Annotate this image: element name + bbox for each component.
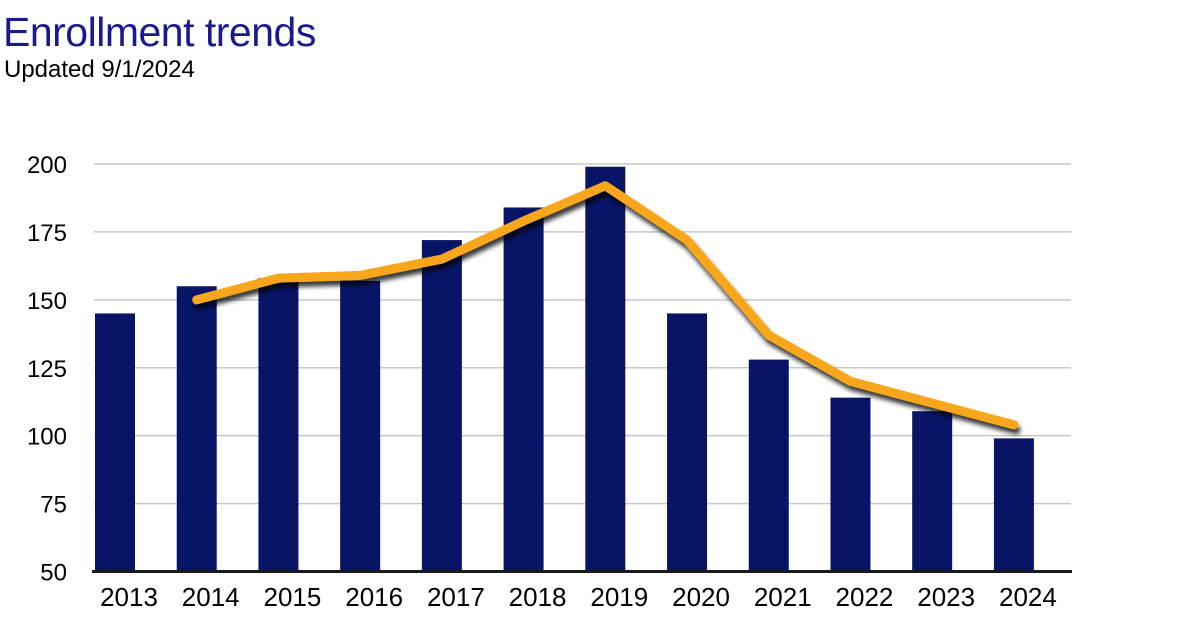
y-tick-label-100: 100 xyxy=(27,424,67,451)
bar-2018 xyxy=(503,207,544,572)
y-tick-label-50: 50 xyxy=(40,560,67,587)
x-label-2016: 2016 xyxy=(345,582,403,612)
x-label-2022: 2022 xyxy=(836,582,894,612)
y-tick-label-75: 75 xyxy=(40,492,67,519)
bar-2023 xyxy=(912,411,953,572)
bar-2024 xyxy=(993,438,1034,572)
bar-2021 xyxy=(748,359,789,572)
x-label-2014: 2014 xyxy=(182,582,240,612)
axis-labels: 200 175 150 125 100 75 50 2013 2014 2015 2016 2017 2… xyxy=(27,152,1057,612)
y-tick-label-150: 150 xyxy=(27,288,67,315)
x-label-2018: 2018 xyxy=(509,582,567,612)
page-subtitle: Updated 9/1/2024 xyxy=(4,56,195,84)
x-label-2024: 2024 xyxy=(999,582,1057,612)
bar-2013 xyxy=(95,313,135,572)
x-label-2019: 2019 xyxy=(590,582,648,612)
bar-2017 xyxy=(421,240,462,572)
trend-line-series xyxy=(192,181,1019,430)
bar-2022 xyxy=(830,397,871,572)
bar-2020 xyxy=(667,313,708,572)
x-label-2013: 2013 xyxy=(100,582,158,612)
bar-2016 xyxy=(340,280,381,572)
x-label-2023: 2023 xyxy=(917,582,975,612)
bar-2014 xyxy=(176,286,217,572)
x-label-2021: 2021 xyxy=(754,582,812,612)
x-label-2017: 2017 xyxy=(427,582,485,612)
y-tick-label-175: 175 xyxy=(27,220,67,247)
y-tick-label-125: 125 xyxy=(27,356,67,383)
bar-2015 xyxy=(258,278,299,572)
y-tick-label-200: 200 xyxy=(27,152,67,179)
x-label-2015: 2015 xyxy=(264,582,322,612)
page-title: Enrollment trends xyxy=(3,9,316,55)
bar-series xyxy=(95,166,1034,572)
x-label-2020: 2020 xyxy=(672,582,730,612)
gridlines xyxy=(94,163,1071,505)
chart-header: Enrollment trends Updated 9/1/2024 xyxy=(3,9,316,84)
bar-2019 xyxy=(585,166,626,572)
trend-line xyxy=(192,181,1019,430)
